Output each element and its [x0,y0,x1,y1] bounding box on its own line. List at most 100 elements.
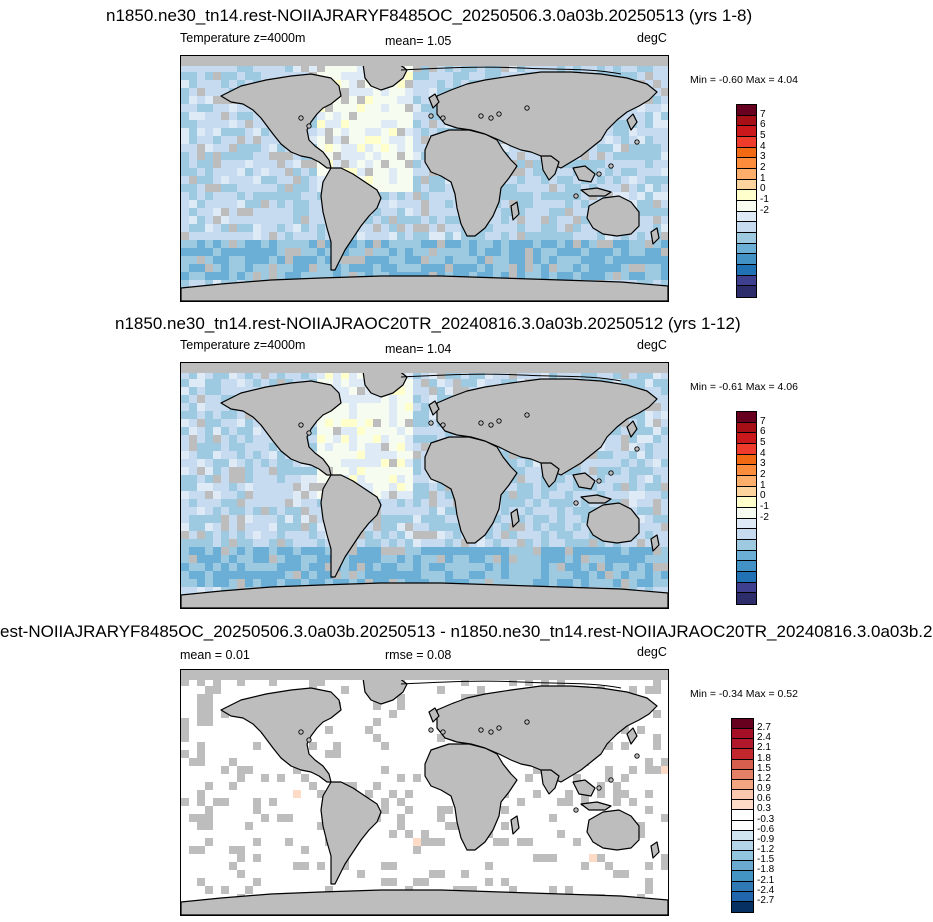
colorbar-swatch [732,881,753,892]
colorbar-tick-label: -1.2 [757,844,775,856]
colorbar-swatch [737,518,756,530]
colorbar-tick-label: 7 [760,415,766,427]
colorbar-tick-label: 4 [760,140,766,152]
colorbar-swatch [732,851,753,862]
panel-2-colorbar [736,411,757,605]
colorbar-tick-label: 0 [760,490,766,502]
colorbar-swatch [737,105,756,116]
colorbar-tick-label: -2.4 [757,884,775,896]
colorbar-swatch [737,422,756,434]
colorbar-swatch [732,901,753,912]
colorbar-swatch [737,126,756,137]
colorbar-swatch [737,475,756,487]
colorbar-tick-label: 0.9 [757,783,771,795]
colorbar-swatch [737,200,756,212]
panel-3-units-label: degC [637,645,667,659]
colorbar-tick-label: 2.7 [757,722,771,734]
colorbar-tick-label: 2.1 [757,742,771,754]
panel-1-colorbar [736,104,757,298]
colorbar-swatch [737,571,756,583]
panel-2-title: n1850.ne30_tn14.rest-NOIIAJRAOC20TR_2024… [115,314,741,333]
colorbar-swatch [737,222,756,233]
colorbar-swatch [732,840,753,852]
panel-2-variable-label: Temperature z=4000m [180,338,306,352]
colorbar-swatch [737,507,756,519]
colorbar-swatch [737,243,756,255]
panel-1-map [180,55,669,302]
colorbar-tick-label: 3 [760,458,766,470]
colorbar-swatch [732,861,753,872]
panel-2-units-label: degC [637,338,667,352]
colorbar-tick-label: 0.6 [757,793,771,805]
panel-2-mean-label: mean= 1.04 [385,342,452,356]
colorbar-tick-label: -1 [760,501,769,512]
colorbar-tick-label: -2.7 [757,894,775,906]
colorbar-swatch [737,264,756,276]
colorbar-swatch [737,561,756,572]
colorbar-tick-label: -1.8 [757,864,775,876]
colorbar-tick-label: 6 [760,426,766,438]
colorbar-tick-label: 7 [760,108,766,120]
colorbar-swatch [737,190,756,201]
colorbar-tick-label: 5 [760,437,766,448]
panel-3-map [180,669,669,916]
colorbar-swatch [737,179,756,191]
panel-2-minmax-label: Min = -0.61 Max = 4.06 [690,381,798,393]
colorbar-swatch [737,275,756,287]
panel-3-mean-label: mean = 0.01 [180,648,250,662]
colorbar-swatch [732,871,753,882]
colorbar-swatch [732,830,753,841]
colorbar-tick-label: 4 [760,447,766,459]
colorbar-tick-label: 2 [760,162,766,173]
panel-1-units-label: degC [637,31,667,45]
colorbar-tick-label: 5 [760,130,766,141]
colorbar-tick-label: 2.4 [757,732,771,744]
colorbar-swatch [737,115,756,127]
colorbar-swatch [737,454,756,466]
colorbar-tick-label: -0.9 [757,833,775,845]
colorbar-swatch [737,497,756,508]
colorbar-tick-label: -1.5 [757,854,775,866]
colorbar-swatch [732,759,753,770]
panel-3-title: est-NOIIAJRARYF8485OC_20250506.3.0a03b.2… [0,622,933,641]
panel-1-title: n1850.ne30_tn14.rest-NOIIAJRARYF8485OC_2… [106,6,753,25]
colorbar-tick-label: 2 [760,469,766,480]
colorbar-swatch [732,769,753,780]
colorbar-tick-label: 0.3 [757,803,771,815]
panel-3-rmse-label: rmse = 0.08 [385,648,452,662]
colorbar-swatch [737,550,756,562]
colorbar-swatch [737,465,756,476]
panel-1-minmax-label: Min = -0.60 Max = 4.04 [690,74,798,86]
colorbar-tick-label: -0.3 [757,813,775,825]
colorbar-swatch [732,891,753,902]
colorbar-swatch [737,443,756,455]
colorbar-swatch [732,729,753,740]
colorbar-swatch [732,739,753,750]
colorbar-tick-label: 1 [760,172,766,184]
colorbar-tick-label: -2.1 [757,874,775,886]
panel-3-colorbar [731,718,754,913]
colorbar-swatch [732,800,753,811]
colorbar-swatch [737,147,756,159]
colorbar-swatch [732,779,753,791]
colorbar-swatch [737,582,756,594]
colorbar-swatch [737,254,756,265]
colorbar-tick-label: 1.5 [757,762,771,774]
colorbar-tick-label: -2 [760,204,769,216]
colorbar-swatch [737,412,756,423]
colorbar-swatch [732,810,753,821]
panel-1-variable-label: Temperature z=4000m [180,31,306,45]
colorbar-tick-label: 1.2 [757,772,771,784]
panel-3-minmax-label: Min = -0.34 Max = 0.52 [690,688,798,700]
colorbar-swatch [737,529,756,540]
colorbar-swatch [732,790,753,801]
colorbar-swatch [737,136,756,148]
colorbar-swatch [737,158,756,169]
colorbar-tick-label: -1 [760,194,769,205]
colorbar-swatch [737,433,756,444]
panel-2-map [180,362,669,609]
colorbar-swatch [737,539,756,551]
colorbar-swatch [732,749,753,760]
colorbar-tick-label: 3 [760,151,766,163]
colorbar-swatch [732,719,753,730]
